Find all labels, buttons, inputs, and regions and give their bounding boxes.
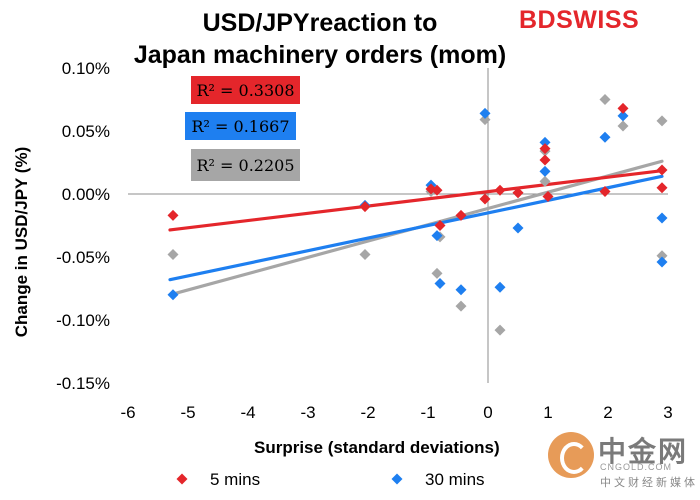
r-squared-box bbox=[191, 76, 300, 104]
x-tick-label: -2 bbox=[360, 403, 375, 422]
y-tick-label: -0.05% bbox=[56, 248, 110, 267]
cngold-watermark: 中金网 CNGOLD.COM 中文财经新媒体 bbox=[548, 428, 698, 498]
data-point bbox=[434, 277, 446, 289]
data-point bbox=[539, 143, 551, 155]
x-tick-label: -4 bbox=[240, 403, 255, 422]
x-tick-label: -6 bbox=[120, 403, 135, 422]
data-point bbox=[512, 187, 524, 199]
data-point bbox=[167, 209, 179, 221]
data-point bbox=[617, 110, 629, 122]
watermark-chinese: 中金网 bbox=[598, 435, 689, 468]
data-point bbox=[167, 248, 179, 260]
data-point bbox=[599, 94, 611, 105]
chart-title-line-1: USD/JPYreaction to bbox=[202, 9, 438, 37]
data-point bbox=[617, 102, 629, 114]
data-point bbox=[539, 175, 551, 187]
watermark-subtitle: 中文财经新媒体 bbox=[600, 476, 698, 489]
x-tick-label: 0 bbox=[483, 403, 492, 422]
data-point bbox=[599, 131, 611, 143]
data-point bbox=[656, 250, 668, 262]
x-tick-label: -3 bbox=[300, 403, 315, 422]
logo-bd: BD bbox=[519, 6, 557, 34]
data-point bbox=[539, 154, 551, 166]
legend-marker bbox=[391, 473, 403, 485]
y-tick-label: 0.05% bbox=[62, 122, 110, 141]
r-squared-label: R² = 0.2205 bbox=[196, 156, 294, 175]
data-point bbox=[539, 165, 551, 177]
trendline bbox=[168, 169, 664, 232]
x-tick-label: 3 bbox=[663, 403, 672, 422]
data-point bbox=[494, 281, 506, 293]
legend-marker bbox=[176, 473, 188, 485]
y-tick-label: 0.10% bbox=[62, 59, 110, 78]
x-tick-label: 1 bbox=[543, 403, 552, 422]
watermark-domain: CNGOLD.COM bbox=[600, 462, 673, 472]
x-axis-title: Surprise (standard deviations) bbox=[254, 438, 500, 457]
x-tick-label: -5 bbox=[180, 403, 195, 422]
data-point bbox=[656, 164, 668, 176]
data-point bbox=[656, 256, 668, 268]
cngold-logo-icon bbox=[548, 432, 594, 478]
data-point bbox=[479, 193, 491, 205]
data-point bbox=[431, 230, 443, 242]
data-point bbox=[434, 220, 446, 231]
legend-label: 5 mins bbox=[210, 470, 260, 489]
y-tick-label: -0.15% bbox=[56, 374, 110, 393]
data-point bbox=[656, 182, 668, 194]
bdswiss-logo: BDSWISS bbox=[519, 6, 639, 35]
data-point bbox=[359, 201, 371, 213]
data-point bbox=[656, 115, 668, 127]
data-point bbox=[599, 185, 611, 197]
data-point bbox=[431, 184, 443, 196]
data-point bbox=[656, 212, 668, 224]
r-squared-label: R² = 0.3308 bbox=[196, 81, 294, 100]
data-point bbox=[512, 222, 524, 234]
data-point bbox=[479, 114, 491, 126]
chart-title-line-2: Japan machinery orders (mom) bbox=[133, 41, 507, 69]
y-tick-label: -0.10% bbox=[56, 311, 110, 330]
data-point bbox=[455, 284, 467, 296]
logo-swiss: SWISS bbox=[556, 6, 640, 34]
legend-label: 30 mins bbox=[425, 470, 485, 489]
x-tick-label: -1 bbox=[420, 403, 435, 422]
data-point bbox=[455, 300, 467, 312]
data-point bbox=[494, 324, 506, 336]
y-tick-label: 0.00% bbox=[62, 185, 110, 204]
data-point bbox=[542, 191, 554, 203]
data-point bbox=[617, 120, 629, 132]
trendline bbox=[168, 174, 664, 282]
data-point bbox=[167, 289, 179, 301]
y-axis-title: Change in USD/JPY (%) bbox=[12, 147, 31, 338]
r-squared-box bbox=[191, 149, 300, 181]
data-point bbox=[359, 248, 371, 260]
data-point bbox=[479, 107, 491, 119]
data-point bbox=[431, 267, 443, 279]
data-point bbox=[455, 209, 467, 221]
r-squared-box bbox=[185, 112, 296, 140]
x-tick-label: 2 bbox=[603, 403, 612, 422]
data-point bbox=[494, 184, 506, 196]
r-squared-label: R² = 0.1667 bbox=[191, 117, 289, 136]
data-point bbox=[539, 136, 551, 148]
